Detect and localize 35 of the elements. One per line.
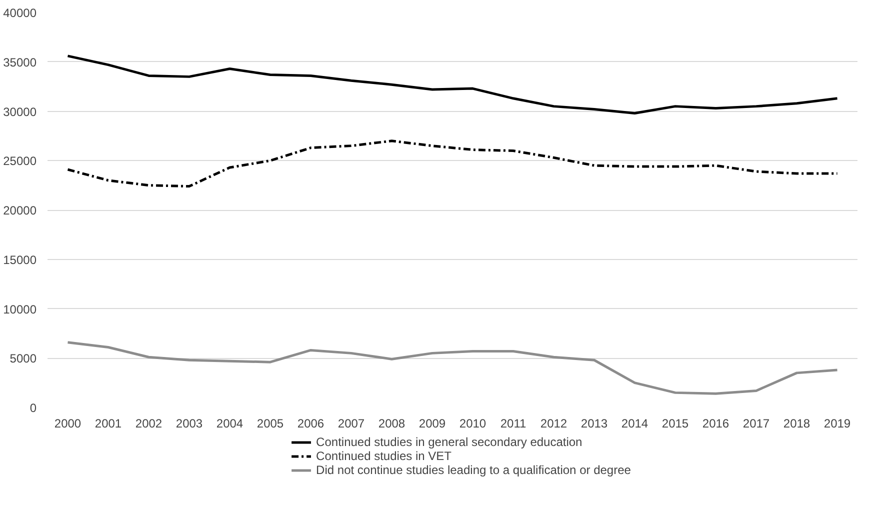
- y-tick-label: 30000: [3, 104, 37, 119]
- x-tick-label: 2013: [580, 416, 608, 430]
- x-tick-label: 2005: [256, 416, 284, 430]
- x-tick-label: 2009: [418, 416, 446, 430]
- line-series: [66, 54, 838, 114]
- y-tick-label: 15000: [3, 252, 37, 267]
- x-tick-label: 2015: [662, 416, 689, 430]
- y-tick-label: 20000: [3, 204, 37, 218]
- x-tick-label: 2006: [297, 416, 324, 430]
- legend-label: Did not continue studies leading to a qualification or degree: [316, 463, 631, 477]
- x-tick-label: 2010: [459, 416, 486, 430]
- line-series: [66, 341, 838, 395]
- x-tick-label: 2018: [783, 416, 810, 430]
- x-tick-label: 2007: [338, 416, 365, 430]
- x-tick-label: 2002: [135, 416, 162, 430]
- x-tick-label: 2004: [216, 416, 244, 430]
- x-tick-label: 2016: [702, 416, 730, 430]
- x-tick-label: 2014: [621, 416, 648, 430]
- y-tick-label: 35000: [3, 55, 37, 70]
- x-tick-label: 2011: [500, 416, 526, 430]
- legend-label: Continued studies in VET: [316, 449, 452, 463]
- x-tick-label: 2001: [94, 416, 122, 430]
- y-tick-label: 0: [30, 401, 37, 415]
- x-tick-label: 2003: [176, 416, 203, 430]
- x-tick-label: 2012: [540, 416, 568, 430]
- y-tick-label: 10000: [3, 302, 37, 316]
- x-tick-label: 2017: [742, 416, 770, 430]
- y-tick-label: 40000: [3, 6, 37, 20]
- line-series: [66, 140, 838, 188]
- x-tick-label: 2008: [378, 416, 406, 430]
- x-tick-label: 2000: [54, 416, 82, 430]
- x-tick-label: 2019: [824, 416, 851, 430]
- legend-label: Continued studies in general secondary education: [316, 435, 582, 449]
- y-tick-label: 5000: [10, 352, 37, 366]
- y-tick-label: 25000: [3, 154, 37, 168]
